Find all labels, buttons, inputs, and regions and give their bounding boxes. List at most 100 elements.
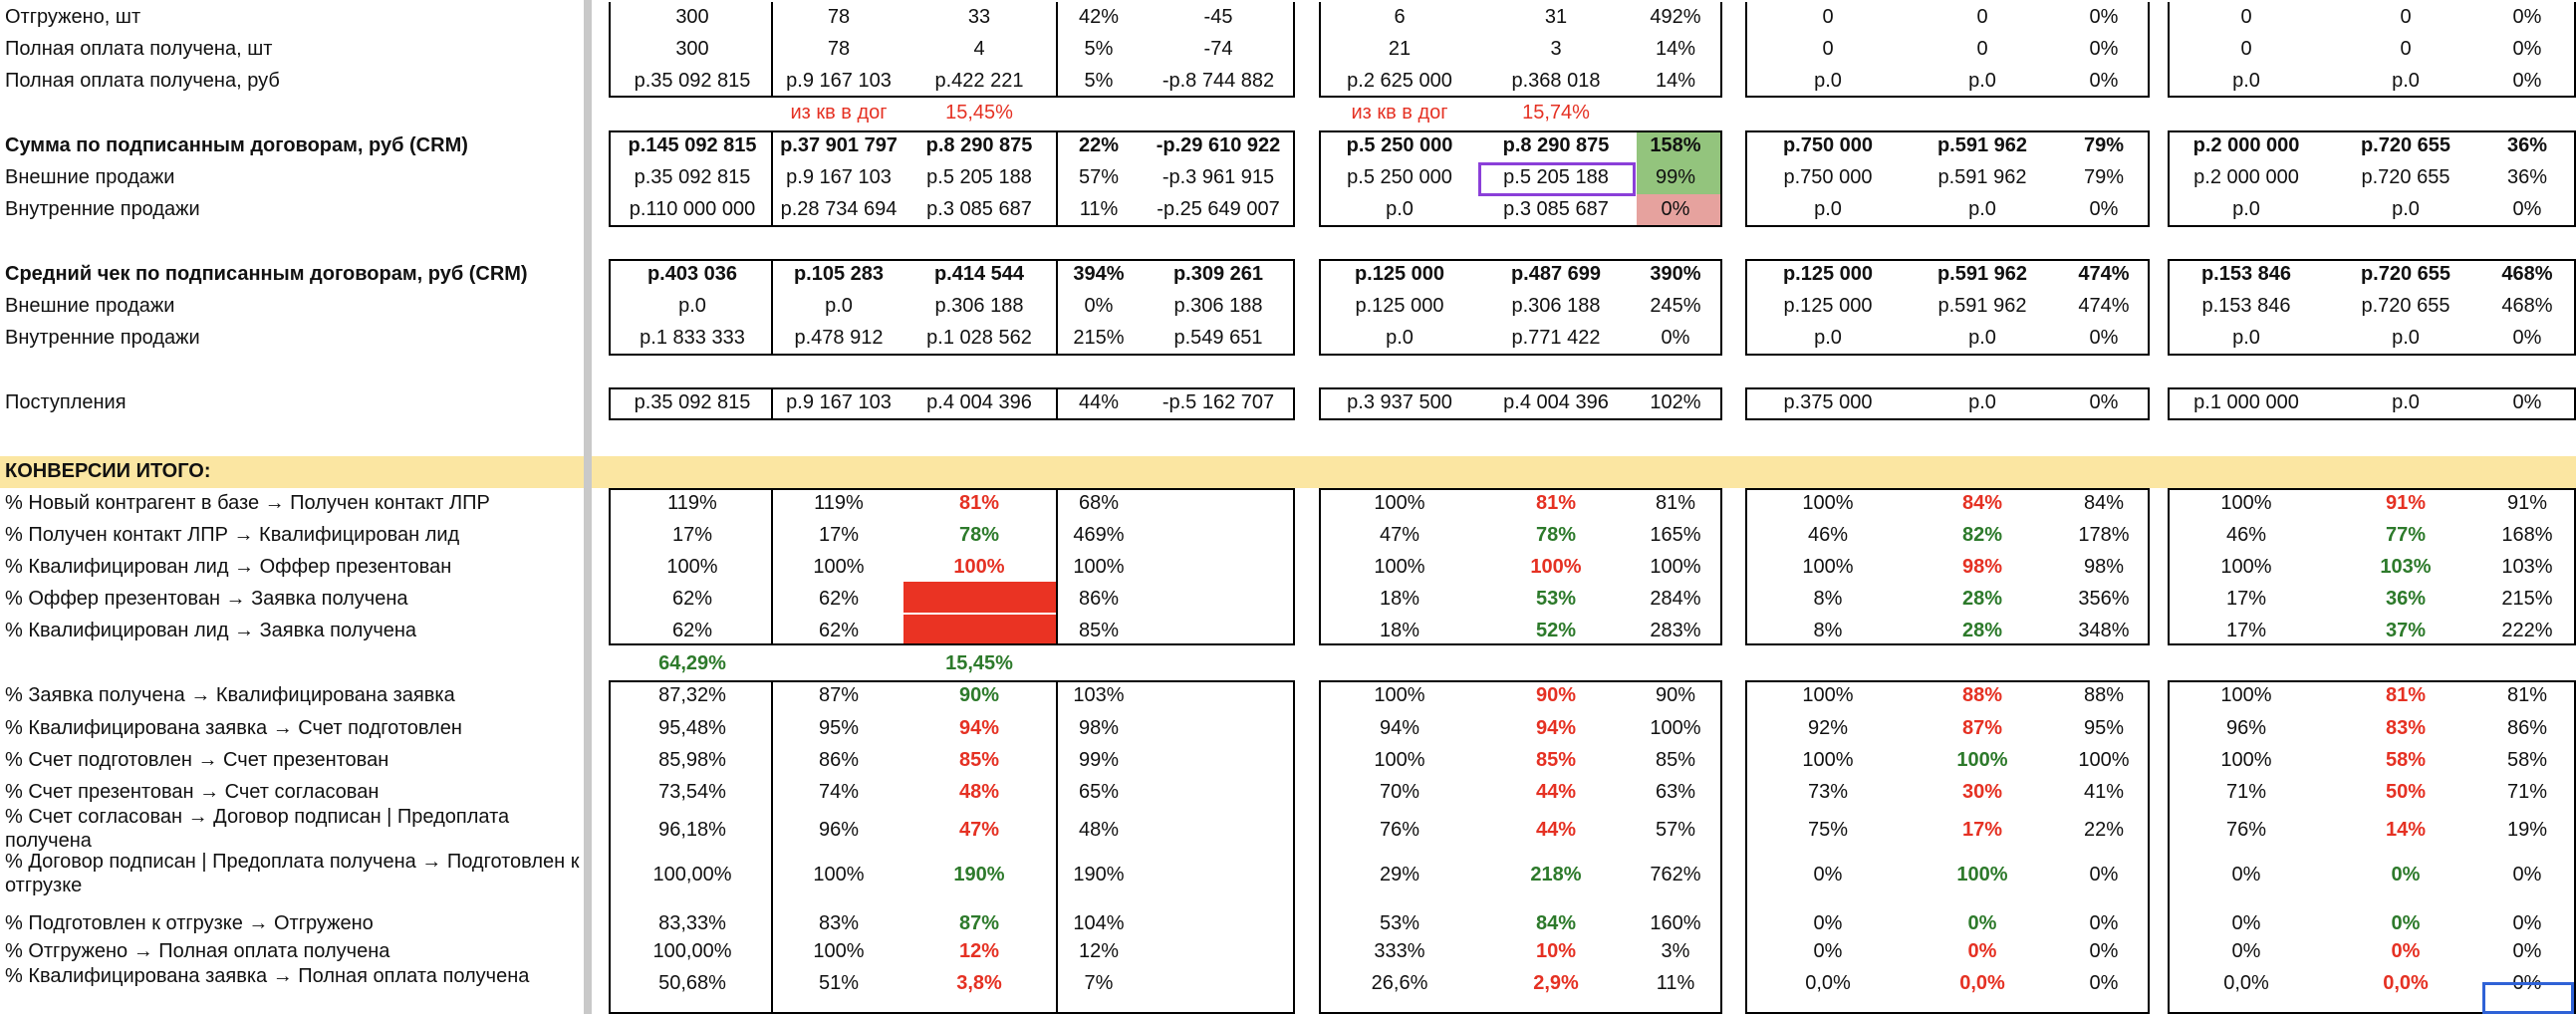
cell[interactable]: 6 — [1394, 6, 1406, 28]
cell[interactable]: 58% — [2385, 749, 2427, 771]
selected-cell-purple[interactable] — [1478, 162, 1636, 196]
cell[interactable]: 76% — [1379, 819, 1420, 841]
cell[interactable]: р.0 — [1968, 327, 1996, 349]
cell[interactable]: 0% — [1661, 327, 1690, 349]
cell[interactable]: р.9 167 103 — [786, 391, 892, 413]
cell[interactable]: р.35 092 815 — [634, 166, 751, 188]
cell[interactable]: 245% — [1650, 295, 1701, 317]
cell[interactable]: 333% — [1374, 940, 1425, 962]
cell[interactable]: 81% — [1535, 492, 1577, 514]
cell[interactable]: 71% — [2225, 781, 2267, 803]
cell[interactable]: 88% — [1961, 684, 2003, 706]
cell[interactable]: 91% — [2385, 492, 2427, 514]
cell[interactable]: 12% — [958, 940, 1000, 962]
cell[interactable]: 44% — [1535, 781, 1577, 803]
cell-red-fill[interactable] — [903, 614, 1056, 645]
cell[interactable]: 160% — [1650, 912, 1701, 934]
cell[interactable]: р.28 734 694 — [780, 198, 898, 220]
cell[interactable]: 85,98% — [658, 749, 726, 771]
cell[interactable]: 30% — [1961, 781, 2003, 803]
cell[interactable]: р.750 000 — [1782, 134, 1874, 156]
cell[interactable]: 492% — [1650, 6, 1701, 28]
cell[interactable]: 0 — [2400, 6, 2412, 28]
cell[interactable]: р.414 544 — [933, 263, 1025, 285]
cell[interactable]: 17% — [1961, 819, 2003, 841]
cell[interactable]: 84% — [1961, 492, 2003, 514]
cell[interactable]: 75% — [1807, 819, 1849, 841]
cell[interactable]: р.5 205 188 — [1503, 166, 1609, 188]
cell[interactable]: 94% — [958, 717, 1000, 739]
cell[interactable]: 28% — [1961, 620, 2003, 641]
cell[interactable]: 29% — [1379, 864, 1420, 886]
cell[interactable]: 78 — [827, 38, 851, 60]
cell[interactable]: 86% — [2506, 717, 2548, 739]
cell[interactable]: 0% — [2391, 864, 2421, 886]
cell[interactable]: 8% — [1813, 588, 1843, 610]
cell[interactable]: 94% — [1379, 717, 1420, 739]
cell[interactable]: р.125 000 — [1783, 295, 1873, 317]
cell[interactable]: р.4 004 396 — [1503, 391, 1609, 413]
cell[interactable]: 100% — [1374, 749, 1425, 771]
cell[interactable]: 65% — [1078, 781, 1120, 803]
cell[interactable]: 57% — [1078, 166, 1120, 188]
cell[interactable]: 92% — [1807, 717, 1849, 739]
cell[interactable]: 96% — [2225, 717, 2267, 739]
cell[interactable]: 283% — [1650, 620, 1701, 641]
cell[interactable]: 190% — [1073, 864, 1125, 886]
cell[interactable]: 0% — [2089, 391, 2119, 413]
cell[interactable]: 81% — [958, 492, 1000, 514]
cell[interactable]: 37% — [2385, 620, 2427, 641]
cell[interactable]: р.125 000 — [1355, 295, 1444, 317]
cell[interactable]: 100% — [1956, 864, 2008, 886]
cell[interactable]: 84% — [1535, 912, 1577, 934]
cell[interactable]: р.591 962 — [1936, 263, 2028, 285]
cell[interactable]: 3,8% — [956, 972, 1002, 994]
cell[interactable]: 300 — [675, 38, 709, 60]
cell[interactable]: 96% — [818, 819, 860, 841]
cell[interactable]: 168% — [2501, 524, 2553, 546]
cell[interactable]: 100% — [1802, 684, 1854, 706]
cell[interactable]: 99% — [1655, 166, 1696, 188]
cell[interactable]: 0% — [2512, 70, 2542, 92]
cell-green-fill[interactable] — [1637, 162, 1722, 194]
cell[interactable]: р.771 422 — [1511, 327, 1601, 349]
cell[interactable]: 78 — [827, 6, 851, 28]
cell[interactable]: 19% — [2506, 819, 2548, 841]
cell[interactable]: 81% — [2506, 684, 2548, 706]
cell[interactable]: 0 — [1976, 6, 1988, 28]
cell[interactable]: 100% — [813, 556, 865, 578]
cell[interactable]: 100,00% — [652, 864, 732, 886]
cell[interactable]: р.8 290 875 — [925, 134, 1033, 156]
cell[interactable]: р.0 — [2392, 198, 2420, 220]
cell[interactable]: 100% — [2220, 556, 2272, 578]
cell[interactable]: р.5 205 188 — [926, 166, 1032, 188]
cell[interactable]: 70% — [1379, 781, 1420, 803]
cell[interactable]: 28% — [1961, 588, 2003, 610]
cell[interactable]: р.720 655 — [2361, 295, 2450, 317]
cell[interactable]: 83,33% — [658, 912, 726, 934]
cell[interactable]: 87% — [958, 912, 1000, 934]
cell[interactable]: 4 — [973, 38, 985, 60]
cell[interactable]: 0% — [2089, 6, 2119, 28]
cell[interactable]: 0,0% — [2223, 972, 2269, 994]
cell[interactable]: 88% — [2083, 684, 2125, 706]
cell[interactable]: 83% — [2385, 717, 2427, 739]
cell[interactable]: 100% — [813, 940, 865, 962]
cell[interactable]: р.9 167 103 — [786, 70, 892, 92]
cell[interactable]: 47% — [958, 819, 1000, 841]
cell[interactable]: 85% — [958, 749, 1000, 771]
cell[interactable]: 0 — [1976, 38, 1988, 60]
cell[interactable]: р.0 — [678, 295, 706, 317]
cell[interactable]: 85% — [1535, 749, 1577, 771]
cell[interactable]: р.145 092 815 — [628, 134, 757, 156]
cell[interactable]: р.306 188 — [1173, 295, 1263, 317]
cell[interactable]: 0% — [1813, 864, 1843, 886]
cell[interactable]: 178% — [2078, 524, 2130, 546]
cell[interactable]: 10% — [1535, 940, 1577, 962]
cell[interactable]: р.105 283 — [793, 263, 885, 285]
cell[interactable]: 46% — [2225, 524, 2267, 546]
cell[interactable]: р.0 — [1968, 391, 1996, 413]
cell[interactable]: р.0 — [2392, 327, 2420, 349]
cell[interactable]: 85% — [1078, 620, 1120, 641]
cell[interactable]: -р.29 610 922 — [1156, 134, 1281, 156]
